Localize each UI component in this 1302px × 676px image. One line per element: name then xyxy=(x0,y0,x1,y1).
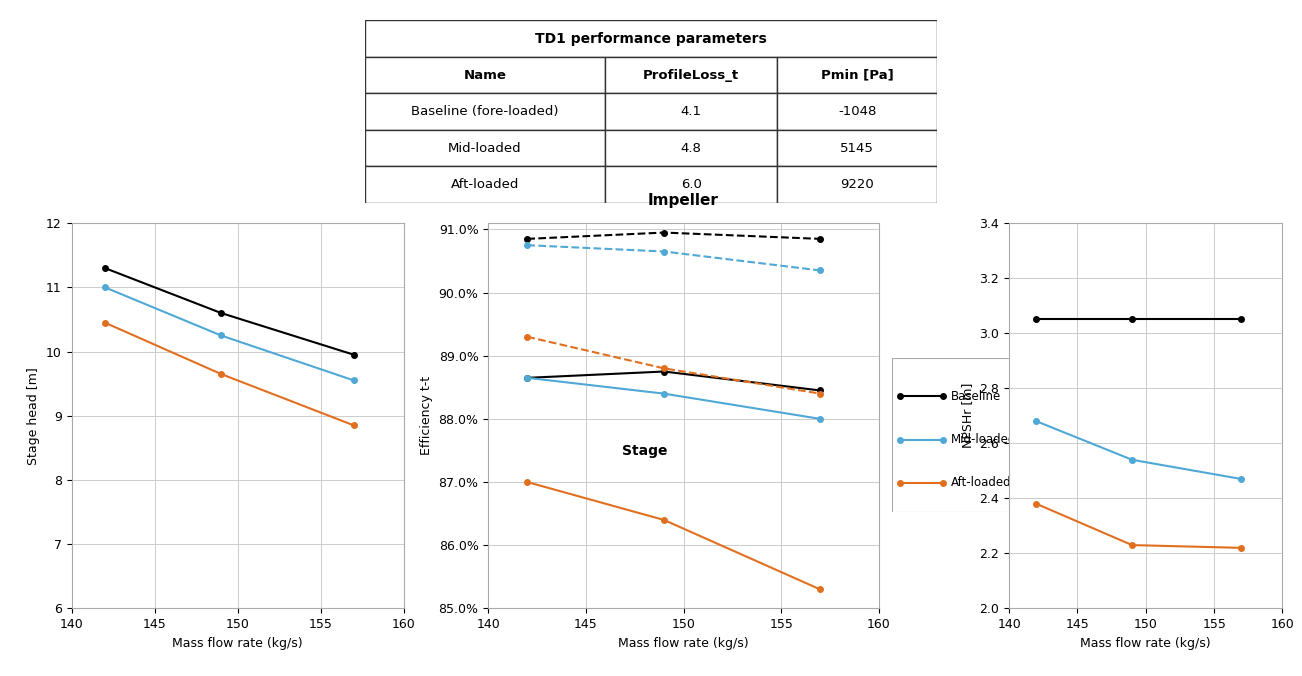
Text: 4.8: 4.8 xyxy=(681,141,702,155)
FancyBboxPatch shape xyxy=(365,20,937,57)
Text: 4.1: 4.1 xyxy=(681,105,702,118)
Text: TD1 performance parameters: TD1 performance parameters xyxy=(535,32,767,45)
Text: 5145: 5145 xyxy=(840,141,874,155)
Text: Mid-loaded: Mid-loaded xyxy=(950,433,1017,446)
FancyBboxPatch shape xyxy=(605,130,777,166)
FancyBboxPatch shape xyxy=(365,93,605,130)
X-axis label: Mass flow rate (kg/s): Mass flow rate (kg/s) xyxy=(172,637,303,650)
Text: Name: Name xyxy=(464,68,506,82)
Text: Baseline (fore-loaded): Baseline (fore-loaded) xyxy=(411,105,559,118)
Text: ProfileLoss_t: ProfileLoss_t xyxy=(643,68,740,82)
Text: Baseline: Baseline xyxy=(950,390,1001,403)
Text: Mid-loaded: Mid-loaded xyxy=(448,141,522,155)
Text: -1048: -1048 xyxy=(838,105,876,118)
Text: Aft-loaded: Aft-loaded xyxy=(950,477,1012,489)
Y-axis label: Efficiency t-t: Efficiency t-t xyxy=(421,376,434,456)
X-axis label: Mass flow rate (kg/s): Mass flow rate (kg/s) xyxy=(618,637,749,650)
FancyBboxPatch shape xyxy=(605,166,777,203)
Text: Impeller: Impeller xyxy=(648,193,719,208)
FancyBboxPatch shape xyxy=(365,57,605,93)
FancyBboxPatch shape xyxy=(777,130,937,166)
FancyBboxPatch shape xyxy=(777,93,937,130)
Text: Stage: Stage xyxy=(622,444,667,458)
Text: 9220: 9220 xyxy=(840,178,874,191)
X-axis label: Mass flow rate (kg/s): Mass flow rate (kg/s) xyxy=(1081,637,1211,650)
FancyBboxPatch shape xyxy=(892,358,1061,512)
FancyBboxPatch shape xyxy=(365,130,605,166)
Text: Pmin [Pa]: Pmin [Pa] xyxy=(820,68,893,82)
Y-axis label: NPSHr [m]: NPSHr [m] xyxy=(961,383,974,448)
FancyBboxPatch shape xyxy=(365,166,605,203)
FancyBboxPatch shape xyxy=(777,57,937,93)
Text: Aft-loaded: Aft-loaded xyxy=(450,178,519,191)
FancyBboxPatch shape xyxy=(605,93,777,130)
Y-axis label: Stage head [m]: Stage head [m] xyxy=(27,367,40,464)
Text: 6.0: 6.0 xyxy=(681,178,702,191)
FancyBboxPatch shape xyxy=(605,57,777,93)
FancyBboxPatch shape xyxy=(777,166,937,203)
